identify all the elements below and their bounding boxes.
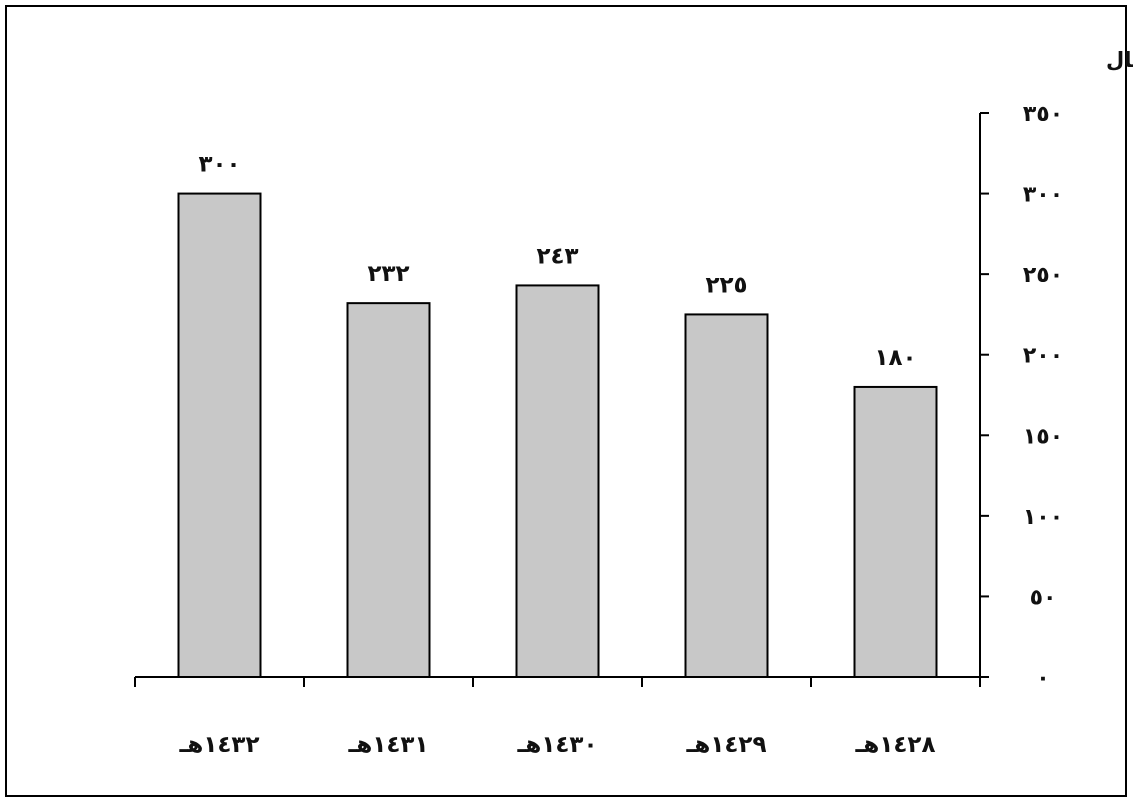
bar	[346, 302, 431, 678]
category-labels-group: ١٤٣٢هـ ١٤٣١هـ ١٤٣٠هـ ١٤٢٩هـ ١٤٢٨هـ	[179, 732, 936, 758]
bar-value-label: ٢٢٥	[705, 272, 747, 298]
y-tick-label: ١٥٠	[1023, 424, 1063, 449]
bar-value-label: ٣٠٠	[198, 152, 240, 178]
x-tick-label: ١٤٣١هـ	[348, 732, 429, 758]
y-axis: ٠ ٥٠ ١٠٠ ١٥٠ ٢٠٠ ٢٥٠ ٣٠٠ ٣٥٠	[979, 102, 1063, 691]
bar	[684, 313, 769, 678]
bar-value-label: ٢٣٢	[367, 261, 409, 287]
bar-value-label: ١٨٠	[874, 345, 916, 371]
bar	[853, 385, 938, 678]
x-axis	[134, 676, 981, 687]
bar	[177, 192, 262, 678]
x-tick-label: ١٤٣٠هـ	[517, 732, 598, 758]
value-labels-group: ٣٠٠ ٢٣٢ ٢٤٣ ٢٢٥ ١٨٠	[198, 152, 916, 371]
bar	[515, 284, 600, 678]
bars-group	[177, 192, 938, 678]
y-tick-label: ٥٠	[1030, 585, 1057, 610]
y-tick-label: ١٠٠	[1023, 505, 1063, 530]
y-tick-label: ٢٠٠	[1023, 344, 1063, 369]
x-tick-label: ١٤٢٩هـ	[686, 732, 767, 758]
y-tick-label: ٣٠٠	[1023, 183, 1063, 208]
y-tick-label: ٣٥٠	[1023, 102, 1063, 127]
y-tick-label: ٢٥٠	[1023, 263, 1063, 288]
x-tick-label: ١٤٣٢هـ	[179, 732, 260, 758]
x-tick-label: ١٤٢٨هـ	[855, 732, 936, 758]
y-tick-label: ٠	[1036, 666, 1049, 691]
y-axis-unit-label: مليون ريال	[1106, 48, 1133, 72]
bar-value-label: ٢٤٣	[536, 243, 578, 269]
